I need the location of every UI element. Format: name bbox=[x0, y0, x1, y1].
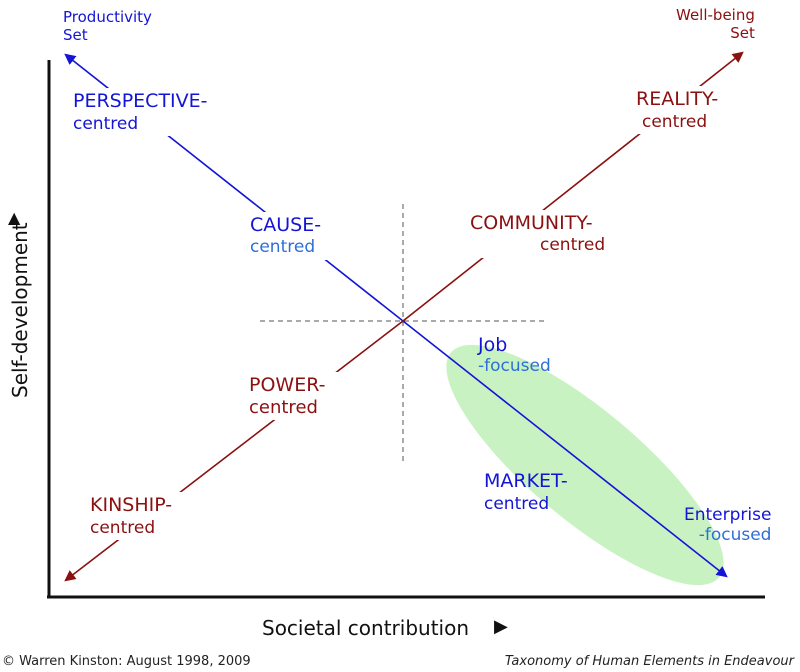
job-focused-label: Job -focused bbox=[478, 334, 551, 376]
market-sub: centred bbox=[484, 493, 550, 514]
title-footer: Taxonomy of Human Elements in Endeavour bbox=[504, 654, 794, 669]
enterprise-main: Enterprise bbox=[684, 505, 772, 525]
cause-centred-label: CAUSE- centred bbox=[250, 214, 322, 257]
job-sub: -focused bbox=[478, 355, 551, 376]
cause-sub: centred bbox=[250, 236, 316, 257]
wellbeing-diagonal-lower bbox=[64, 320, 404, 582]
x-axis-arrow-icon: ▶ bbox=[494, 616, 508, 637]
y-axis-label: Self-development bbox=[8, 222, 32, 398]
reality-main: REALITY- bbox=[636, 88, 719, 110]
productivity-set-label: Productivity Set bbox=[63, 8, 152, 44]
enterprise-sub: -focused bbox=[698, 524, 772, 545]
productivity-label-line2: Set bbox=[63, 26, 88, 44]
wellbeing-set-label: Well-being Set bbox=[676, 6, 755, 42]
community-centred-label: COMMUNITY- centred bbox=[470, 212, 606, 255]
enterprise-focused-label: Enterprise -focused bbox=[684, 505, 772, 545]
wellbeing-label-line1: Well-being bbox=[676, 6, 755, 24]
y-axis-arrow-icon: ▲ bbox=[8, 208, 21, 227]
perspective-centred-label: PERSPECTIVE- centred bbox=[73, 90, 208, 134]
perspective-sub: centred bbox=[73, 113, 139, 134]
perspective-main: PERSPECTIVE- bbox=[73, 90, 208, 112]
copyright-footer: © Warren Kinston: August 1998, 2009 bbox=[2, 654, 251, 669]
power-centred-label: POWER- centred bbox=[249, 374, 326, 418]
kinship-centred-label: KINSHIP- centred bbox=[90, 494, 173, 538]
productivity-diagonal-lower bbox=[402, 320, 728, 578]
power-sub: centred bbox=[249, 396, 318, 418]
market-main: MARKET- bbox=[484, 470, 568, 492]
reality-sub: centred bbox=[642, 111, 708, 132]
productivity-label-line1: Productivity bbox=[63, 8, 152, 26]
community-main: COMMUNITY- bbox=[470, 212, 593, 234]
wellbeing-label-line2: Set bbox=[730, 24, 755, 42]
job-main: Job bbox=[478, 334, 508, 356]
x-axis-label: Societal contribution bbox=[262, 616, 470, 640]
kinship-main: KINSHIP- bbox=[90, 494, 173, 516]
cause-main: CAUSE- bbox=[250, 214, 322, 236]
market-centred-label: MARKET- centred bbox=[484, 470, 568, 514]
kinship-sub: centred bbox=[90, 517, 156, 538]
power-main: POWER- bbox=[249, 374, 326, 396]
reality-centred-label: REALITY- centred bbox=[636, 88, 719, 132]
community-sub: centred bbox=[540, 234, 606, 255]
